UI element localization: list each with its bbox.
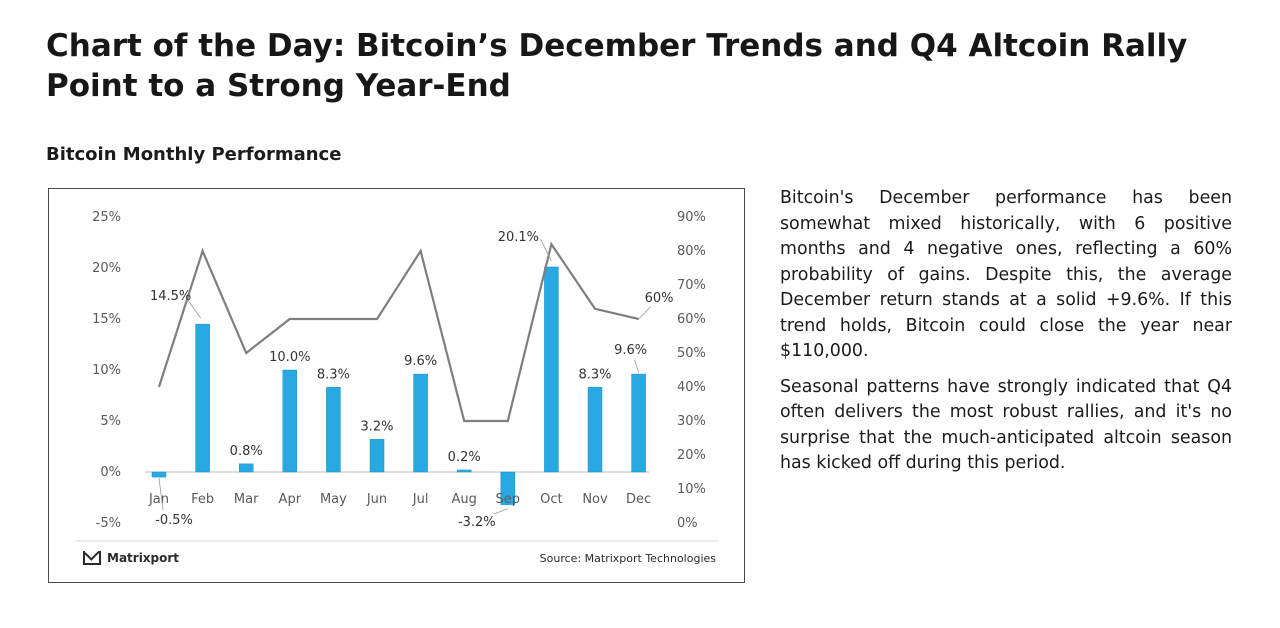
right-axis-tick: 90%	[677, 210, 706, 225]
x-axis-label-sep: Sep	[496, 492, 521, 507]
brand-name: Matrixport	[107, 551, 180, 565]
bar-nov	[587, 387, 603, 473]
left-axis-tick: -5%	[96, 516, 121, 531]
bar-may	[326, 387, 341, 473]
x-axis-label-apr: Apr	[279, 492, 302, 507]
data-label-apr: 10.0%	[269, 350, 310, 365]
brand-logo: Matrixport	[83, 551, 179, 565]
commentary-paragraph-2: Seasonal patterns have strongly indicate…	[780, 376, 1232, 474]
probability-end-label: 60%	[645, 291, 674, 306]
bar-feb	[195, 323, 210, 473]
right-axis-tick: 20%	[677, 448, 706, 463]
data-label-may: 8.3%	[317, 367, 350, 382]
x-axis-label-dec: Dec	[626, 492, 651, 507]
data-label-leader	[158, 477, 164, 511]
data-label-leader	[186, 297, 201, 319]
right-axis-tick: 60%	[677, 312, 706, 327]
x-axis-label-nov: Nov	[582, 492, 608, 507]
chart-panel: -5% 0% 5% 10% 15% 20% 25% 0% 10% 20% 30% 40% 50% 60% 7…	[48, 188, 745, 583]
data-label-leader	[540, 238, 552, 262]
data-label-aug: 0.2%	[448, 450, 481, 465]
bar-sep	[500, 471, 516, 505]
bar-oct	[544, 266, 559, 473]
probability-line	[157, 241, 639, 423]
source-note: Source: Matrixport Technologies	[539, 552, 716, 565]
right-axis-tick: 10%	[677, 482, 706, 497]
data-label-leader	[493, 508, 508, 515]
data-label-leader	[634, 359, 639, 373]
bar-jul	[413, 373, 428, 473]
x-axis-label-oct: Oct	[540, 492, 562, 507]
commentary: Bitcoin's December performance has been …	[780, 186, 1232, 487]
data-label-nov: 8.3%	[578, 367, 611, 382]
x-axis-label-jul: Jul	[412, 492, 429, 507]
chart-subtitle: Bitcoin Monthly Performance	[46, 144, 342, 165]
bar-aug	[456, 469, 472, 473]
left-axis-tick: 15%	[92, 312, 121, 327]
x-axis-label-aug: Aug	[452, 492, 477, 507]
data-label-jun: 3.2%	[360, 419, 393, 434]
bar-jan	[151, 471, 167, 478]
x-axis-label-jun: Jun	[366, 492, 387, 507]
page-title: Chart of the Day: Bitcoin’s December Tre…	[46, 28, 1188, 104]
x-axis-label-jan: Jan	[148, 492, 169, 507]
right-axis-tick: 30%	[677, 414, 706, 429]
bar-mar	[238, 463, 254, 473]
x-axis-label-feb: Feb	[191, 492, 214, 507]
left-axis-tick: 25%	[92, 210, 121, 225]
data-label-feb: 14.5%	[150, 289, 191, 304]
data-label-oct: 20.1%	[498, 230, 539, 245]
right-axis-tick: 70%	[677, 278, 706, 293]
left-axis-tick: 5%	[100, 414, 121, 429]
matrixport-logo-icon	[83, 551, 101, 565]
data-label-mar: 0.8%	[230, 444, 263, 459]
left-axis-tick: 10%	[92, 363, 121, 378]
right-axis-tick: 40%	[677, 380, 706, 395]
right-axis-tick: 50%	[677, 346, 706, 361]
data-label-jan: -0.5%	[155, 513, 193, 528]
data-label-dec: 9.6%	[614, 343, 647, 358]
bar-dec	[631, 373, 646, 473]
bar-jun	[369, 439, 385, 473]
data-label-sep: -3.2%	[458, 515, 496, 530]
probability-end-leader	[638, 306, 651, 320]
data-label-jul: 9.6%	[404, 354, 437, 369]
x-axis-label-may: May	[320, 492, 347, 507]
right-axis-tick: 0%	[677, 516, 698, 531]
bar-apr	[282, 369, 298, 473]
commentary-paragraph-1: Bitcoin's December performance has been …	[780, 188, 1232, 361]
left-axis-tick: 20%	[92, 261, 121, 276]
bitcoin-monthly-chart: -5%0%5%10%15%20%25%0%10%20%30%40%50%60%7…	[75, 210, 719, 542]
x-axis-label-mar: Mar	[234, 492, 259, 507]
left-axis-tick: 0%	[100, 465, 121, 480]
right-axis-tick: 80%	[677, 244, 706, 259]
